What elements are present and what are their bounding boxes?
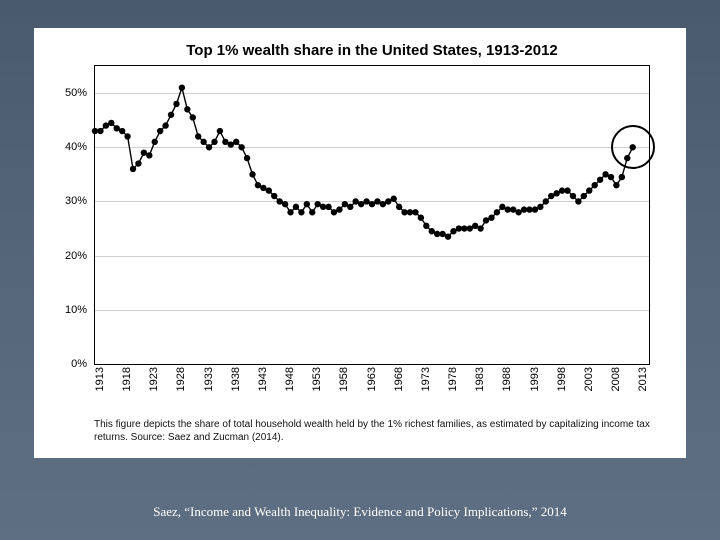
x-tick-label: 1953 xyxy=(311,367,323,391)
x-tick-label: 2003 xyxy=(583,367,595,391)
line-series xyxy=(95,66,649,364)
x-tick-label: 1938 xyxy=(230,367,242,391)
x-tick-label: 1993 xyxy=(529,367,541,391)
x-tick-label: 1998 xyxy=(556,367,568,391)
y-tick-label: 20% xyxy=(65,250,95,262)
y-tick-label: 30% xyxy=(65,195,95,207)
chart-caption: This figure depicts the share of total h… xyxy=(94,413,650,444)
x-tick-label: 1958 xyxy=(338,367,350,391)
x-tick-label: 1978 xyxy=(447,367,459,391)
x-tick-label: 1948 xyxy=(284,367,296,391)
x-axis-ticks: 1913 1918 1923 1928 1933 1938 1943 1948 1953 1958… xyxy=(94,365,650,413)
x-tick-label: 1923 xyxy=(148,367,160,391)
chart-panel: Top 1% wealth share in the United States… xyxy=(34,28,686,458)
plot-area: 0%10%20%30%40%50% xyxy=(94,65,650,365)
citation: Saez, “Income and Wealth Inequality: Evi… xyxy=(0,504,720,520)
emphasis-circle xyxy=(611,125,655,169)
x-tick-label: 1913 xyxy=(94,367,106,391)
x-tick-label: 1988 xyxy=(501,367,513,391)
x-tick-label: 1933 xyxy=(203,367,215,391)
chart-title: Top 1% wealth share in the United States… xyxy=(94,42,650,65)
x-tick-label: 1918 xyxy=(121,367,133,391)
x-tick-label: 1943 xyxy=(257,367,269,391)
x-tick-label: 2013 xyxy=(637,367,649,391)
x-tick-label: 1968 xyxy=(393,367,405,391)
slide: Top 1% wealth share in the United States… xyxy=(0,0,720,540)
y-tick-label: 10% xyxy=(65,304,95,316)
y-tick-label: 0% xyxy=(71,358,95,370)
y-tick-label: 50% xyxy=(65,87,95,99)
x-tick-label: 1973 xyxy=(420,367,432,391)
x-tick-label: 1963 xyxy=(366,367,378,391)
x-tick-label: 1928 xyxy=(175,367,187,391)
x-tick-label: 1983 xyxy=(474,367,486,391)
y-tick-label: 40% xyxy=(65,141,95,153)
x-tick-label: 2008 xyxy=(610,367,622,391)
